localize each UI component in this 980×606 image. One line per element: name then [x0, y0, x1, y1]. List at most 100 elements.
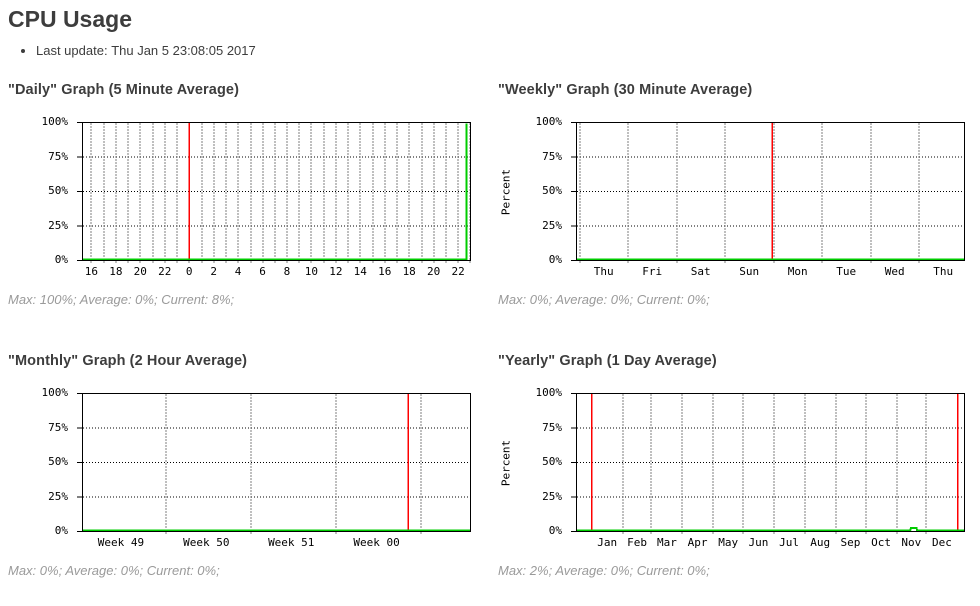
y-tick-label: 0%: [54, 524, 68, 537]
y-tick-label: 50%: [48, 455, 68, 468]
y-tick-label: 25%: [48, 489, 68, 503]
plot-background: [82, 122, 471, 261]
x-tick-label: 22: [451, 265, 464, 278]
x-tick-label: Feb: [627, 536, 647, 549]
x-tick-label: 18: [109, 265, 122, 278]
y-tick-label: 50%: [542, 184, 562, 197]
x-tick-label: 18: [403, 265, 416, 278]
x-tick-label: 2: [210, 265, 217, 278]
y-tick-label: 75%: [542, 149, 562, 163]
y-axis-labels: 100% 75% 50% 25% 0%: [20, 386, 76, 537]
chart-monthly: Week 49 Week 50 Week 51 Week 00: [77, 393, 471, 549]
plot-border: [82, 122, 471, 261]
x-tick-label: Sep: [840, 536, 860, 549]
graph-summary-monthly: Max: 0%; Average: 0%; Current: 0%;: [8, 563, 220, 578]
y-tick-label: 75%: [48, 420, 68, 434]
chart-yearly: Jan Feb Mar Apr May Jun Jul Aug Sep Oct Nov Dec: [571, 393, 965, 549]
graph-plot-daily: 16 18 20 22 0 2 4 6 8 10 12 14 16 18 20 22: [76, 122, 474, 280]
chart-weekly: Thu Fri Sat Sun Mon Tue Wed Thu: [571, 122, 965, 278]
x-tick-label: 22: [158, 265, 171, 278]
x-tick-label: Tue: [836, 265, 856, 278]
y-axis-title-text: Percent: [499, 168, 513, 215]
x-tick-label: 12: [329, 265, 342, 278]
x-tick-label: 8: [284, 265, 291, 278]
x-tick-label: Sun: [739, 265, 759, 278]
graph-title-daily: "Daily" Graph (5 Minute Average): [8, 82, 240, 98]
graph-title-yearly: "Yearly" Graph (1 Day Average): [498, 353, 717, 369]
graph-section-yearly: "Yearly" Graph (1 Day Average) Percent 1…: [492, 353, 978, 578]
x-tick-label: Mar: [657, 536, 677, 549]
x-tick-label: Aug: [810, 536, 830, 549]
y-tick-label: 25%: [542, 489, 562, 503]
x-tick-label: 20: [427, 265, 440, 278]
graph-title-weekly: "Weekly" Graph (30 Minute Average): [498, 82, 753, 98]
x-tick-label: 20: [134, 265, 147, 278]
graph-section-daily: "Daily" Graph (5 Minute Average) 100% 75%…: [6, 82, 492, 307]
plot-background: [82, 393, 471, 532]
y-tick-label: 100%: [41, 115, 69, 128]
x-tick-label: Dec: [932, 536, 952, 549]
y-tick-label: 75%: [48, 149, 68, 163]
y-tick-label: 0%: [548, 253, 562, 266]
graph-plot-monthly: Week 49 Week 50 Week 51 Week 00: [76, 393, 474, 551]
plot-border: [576, 393, 965, 532]
graph-section-monthly: "Monthly" Graph (2 Hour Average) 100% 75%…: [6, 353, 492, 578]
last-update-label: Last update:: [36, 43, 108, 58]
graph-title-monthly: "Monthly" Graph (2 Hour Average): [8, 353, 248, 369]
graph-summary-yearly: Max: 2%; Average: 0%; Current: 0%;: [498, 563, 710, 578]
graph-section-weekly: "Weekly" Graph (30 Minute Average) Perce…: [492, 82, 978, 307]
last-update-value: Thu Jan 5 23:08:05 2017: [111, 43, 256, 58]
data-line-cpu-usage: [82, 123, 468, 261]
graph-plot-yearly: Jan Feb Mar Apr May Jun Jul Aug Sep Oct Nov Dec: [570, 393, 968, 551]
y-axis-title-text: Percent: [499, 439, 513, 486]
y-tick-label: 25%: [542, 218, 562, 232]
plot-background: [576, 122, 965, 261]
x-tick-label: Thu: [594, 265, 614, 278]
graph-summary-daily: Max: 100%; Average: 0%; Current: 8%;: [8, 292, 235, 307]
x-tick-label: 14: [354, 265, 368, 278]
graph-summary-weekly: Max: 0%; Average: 0%; Current: 0%;: [498, 292, 710, 307]
x-tick-label: Jun: [749, 536, 769, 549]
graph-weekly: Percent 100% 75% 50% 25% 0% Thu Fri Sat Sun Mon T…: [498, 115, 978, 280]
y-tick-label: 50%: [48, 184, 68, 197]
y-tick-label: 100%: [41, 386, 69, 399]
y-tick-label: 0%: [54, 253, 68, 266]
graph-monthly: 100% 75% 50% 25% 0% Week 49 Week 50 Week 51 Wee…: [20, 386, 492, 551]
graph-plot-weekly: Thu Fri Sat Sun Mon Tue Wed Thu: [570, 122, 968, 280]
x-tick-label: Wed: [885, 265, 905, 278]
graph-yearly: Percent 100% 75% 50% 25% 0% Jan Feb Mar Apr May J…: [498, 386, 978, 551]
y-tick-label: 25%: [48, 218, 68, 232]
x-tick-label: 6: [259, 265, 266, 278]
data-line-cpu-usage: [576, 526, 965, 532]
mrtg-page: CPU Usage Last update: Thu Jan 5 23:08:0…: [0, 0, 980, 578]
x-tick-label: Week 00: [353, 536, 399, 549]
x-tick-label: Apr: [688, 536, 708, 549]
page-meta-list: Last update: Thu Jan 5 23:08:05 2017: [36, 43, 974, 58]
y-axis-labels: 100% 75% 50% 25% 0%: [514, 115, 570, 266]
x-tick-label: Sat: [691, 265, 711, 278]
last-update-item: Last update: Thu Jan 5 23:08:05 2017: [36, 43, 974, 58]
x-tick-label: Jan: [597, 536, 617, 549]
x-tick-label: 16: [85, 265, 98, 278]
graphs-grid: "Daily" Graph (5 Minute Average) 100% 75%…: [6, 82, 974, 578]
y-axis-title: Percent: [498, 393, 514, 532]
page-title: CPU Usage: [8, 6, 132, 32]
x-tick-label: 16: [378, 265, 391, 278]
x-tick-label: Mon: [788, 265, 808, 278]
y-axis-labels: 100% 75% 50% 25% 0%: [514, 386, 570, 537]
y-tick-label: 75%: [542, 420, 562, 434]
x-tick-label: Thu: [933, 265, 953, 278]
x-tick-label: Nov: [901, 536, 921, 549]
plot-border: [82, 393, 471, 532]
plot-background: [576, 393, 965, 532]
y-tick-label: 100%: [535, 115, 563, 128]
x-tick-label: 4: [235, 265, 242, 278]
x-tick-label: Fri: [642, 265, 662, 278]
graph-daily: 100% 75% 50% 25% 0% 16 18 20 22 0 2 4 6 8 10 12 14 16 18 2…: [20, 115, 492, 280]
y-axis-labels: 100% 75% 50% 25% 0%: [20, 115, 76, 266]
y-tick-label: 50%: [542, 455, 562, 468]
y-tick-label: 0%: [548, 524, 562, 537]
chart-daily: 16 18 20 22 0 2 4 6 8 10 12 14 16 18 20 22: [77, 122, 471, 278]
x-tick-label: Week 49: [98, 536, 144, 549]
plot-border: [576, 122, 965, 261]
